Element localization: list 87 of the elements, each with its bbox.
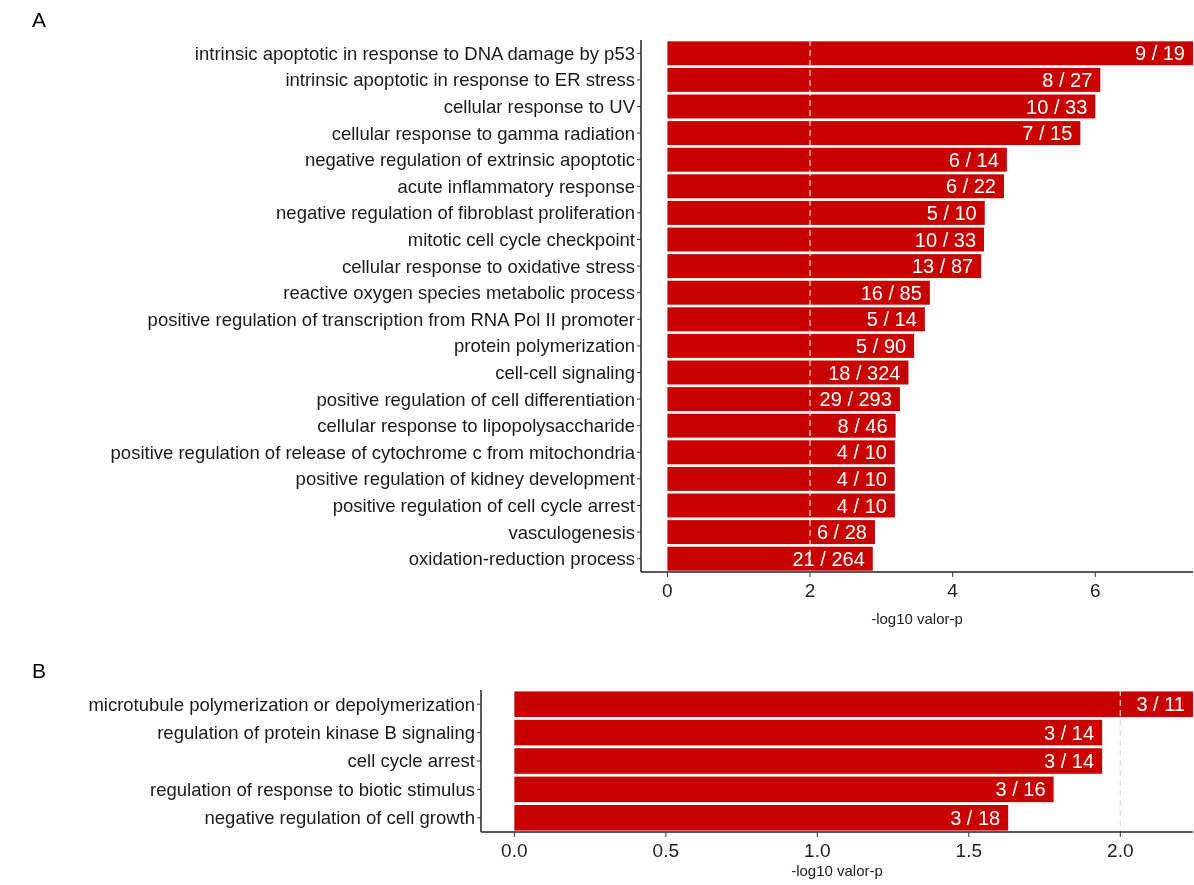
y-tick-label: regulation of protein kinase B signaling <box>157 722 475 744</box>
annotation: 18 / 324 <box>828 361 901 384</box>
bar <box>667 466 895 491</box>
y-tick-label: cell-cell signaling <box>495 361 635 383</box>
bar <box>667 174 1005 199</box>
x-tick-label: 0 <box>662 580 673 601</box>
annotation: 10 / 33 <box>914 228 977 251</box>
y-tick-label: regulation of response to biotic stimulus <box>150 778 475 800</box>
y-tick-label: cellular response to gamma radiation <box>331 122 635 144</box>
bar <box>667 67 1101 92</box>
y-tick-label: protein polymerization <box>454 335 635 357</box>
y-tick-label: negative regulation of fibroblast proliferation <box>276 202 635 224</box>
bar <box>667 147 1007 172</box>
bar <box>667 333 915 358</box>
bar <box>667 413 896 438</box>
annotation: 4 / 10 <box>836 441 887 464</box>
y-tick-label: cellular response to lipopolysaccharide <box>317 415 635 437</box>
y-tick-label: negative regulation of extrinsic apoptotic <box>304 149 635 171</box>
y-tick-label: microtubule polymerization or depolymerization <box>88 693 475 715</box>
annotation: 6 / 28 <box>816 521 867 544</box>
x-tick-label: 1.0 <box>804 840 831 861</box>
annotation: 21 / 264 <box>792 547 865 570</box>
bar <box>667 41 1193 66</box>
y-tick-label: vasculogenesis <box>508 521 635 543</box>
y-tick-label: cell cycle arrest <box>347 750 475 772</box>
annotation: 8 / 27 <box>1042 68 1093 91</box>
annotation: 5 / 90 <box>856 334 907 357</box>
y-tick-label: intrinsic apoptotic in response to ER stress <box>285 69 635 91</box>
annotation: 9 / 19 <box>1134 42 1185 65</box>
text: A <box>32 8 47 31</box>
bar <box>667 254 982 279</box>
y-tick-label: mitotic cell cycle checkpoint <box>407 228 635 250</box>
bar <box>667 440 895 465</box>
annotation: 16 / 85 <box>860 281 922 304</box>
y-tick-label: negative regulation of cell growth <box>204 807 475 829</box>
annotation: 3 / 14 <box>1044 721 1095 744</box>
annotation: 6 / 14 <box>948 148 999 171</box>
bar <box>514 691 1193 717</box>
y-tick-label: positive regulation of cell cycle arrest <box>332 494 635 516</box>
bar <box>514 805 1009 831</box>
bar <box>667 546 873 571</box>
annotation: 5 / 10 <box>926 201 977 224</box>
y-tick-label: reactive oxygen species metabolic process <box>283 282 635 304</box>
annotation: 13 / 87 <box>912 255 974 278</box>
y-tick-label: cellular response to UV <box>443 95 636 117</box>
annotation: 6 / 22 <box>945 175 997 198</box>
x-tick-label: 6 <box>1090 580 1101 601</box>
annotation: 29 / 293 <box>819 388 892 411</box>
y-tick-label: acute inflammatory response <box>397 175 635 197</box>
annotation: 3 / 18 <box>950 806 1001 829</box>
x-tick-label: 1.5 <box>955 840 983 861</box>
bar <box>667 307 925 332</box>
x-axis-title: -log10 valor-p <box>791 862 883 879</box>
bar <box>667 520 875 545</box>
x-tick-label: 2.0 <box>1107 840 1134 861</box>
annotation: 5 / 14 <box>866 308 917 331</box>
annotation: 10 / 33 <box>1026 95 1088 118</box>
bar <box>667 493 895 518</box>
bar <box>514 719 1103 746</box>
y-tick-label: positive regulation of cell differentiation <box>316 388 635 410</box>
y-tick-label: positive regulation of release of cytochrome c from mitochondria <box>110 441 636 463</box>
y-tick-label: positive regulation of kidney development <box>295 468 635 490</box>
bar <box>667 121 1081 146</box>
y-tick-label: oxidation-reduction process <box>408 548 635 570</box>
x-tick-label: 4 <box>947 580 959 601</box>
x-axis-title: -log10 valor-p <box>871 610 963 627</box>
text: B <box>32 659 47 682</box>
x-tick-label: 0.5 <box>652 840 680 861</box>
y-tick-label: cellular response to oxidative stress <box>341 255 635 277</box>
bar <box>667 227 985 252</box>
annotation: 8 / 46 <box>837 414 888 437</box>
annotation: 4 / 10 <box>836 494 887 517</box>
annotation: 3 / 16 <box>995 778 1046 801</box>
bar <box>667 200 985 225</box>
x-tick-label: 0.0 <box>501 840 528 861</box>
bar <box>514 776 1054 803</box>
bar <box>667 280 930 305</box>
bar <box>667 387 900 412</box>
annotation: 7 / 15 <box>1022 122 1073 145</box>
y-tick-label: positive regulation of transcription from RNA Pol II promoter <box>147 308 635 330</box>
y-tick-label: intrinsic apoptotic in response to DNA damage by p53 <box>194 42 635 64</box>
bar <box>667 94 1096 119</box>
annotation: 3 / 11 <box>1136 693 1185 716</box>
annotation: 3 / 14 <box>1044 750 1095 772</box>
x-tick-label: 2 <box>804 580 816 601</box>
annotation: 4 / 10 <box>836 467 887 490</box>
bar <box>514 748 1103 774</box>
